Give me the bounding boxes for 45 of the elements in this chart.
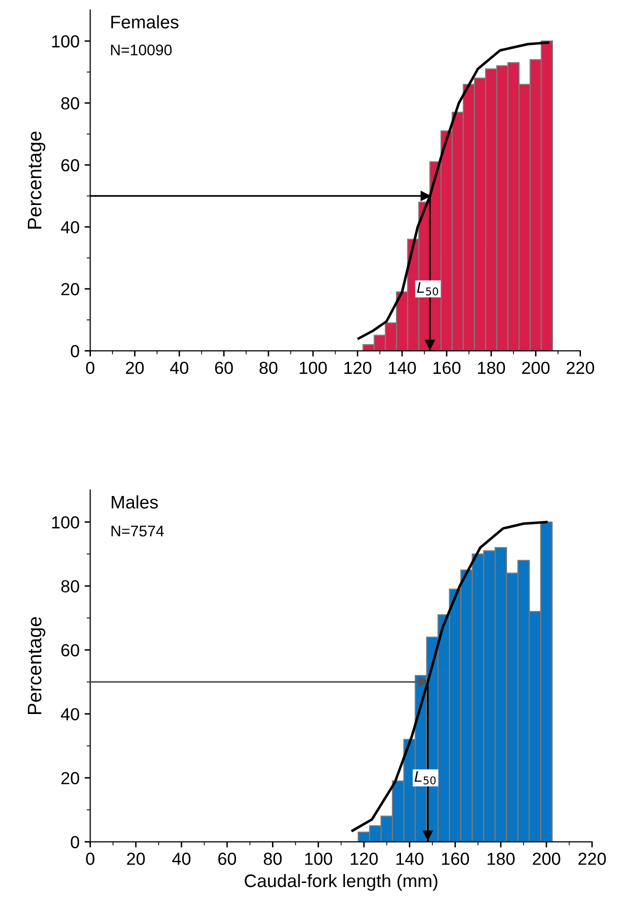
x-tick-label: 220 — [578, 852, 606, 865]
x-tick-label: 200 — [522, 362, 550, 374]
x-tick-label: 40 — [172, 852, 190, 865]
x-tick-label: 80 — [260, 362, 278, 374]
y-tick-label: 20 — [61, 283, 80, 296]
annotation: L$_{50}$ — [414, 771, 436, 784]
text: N=7574 — [112, 526, 164, 536]
x-tick-label: 160 — [442, 852, 469, 865]
chart-title: Females — [111, 15, 178, 28]
x-tick-label: 0 — [86, 362, 94, 374]
x-tick-label: 120 — [344, 362, 372, 374]
x-tick-label: 140 — [396, 852, 424, 865]
x-tick-label: 60 — [215, 362, 233, 374]
x-tick-label: 80 — [264, 852, 282, 865]
y-tick-label: 20 — [61, 772, 80, 784]
x-axis-title: Caudal-fork length (mm) — [244, 874, 438, 891]
x-tick-label: 100 — [305, 852, 332, 865]
x-tick-label: 60 — [218, 852, 236, 865]
y-axis-title: Percentage — [28, 617, 46, 714]
y-tick-label: 60 — [61, 644, 80, 656]
x-tick-label: 20 — [126, 362, 144, 374]
x-tick-label: 180 — [478, 362, 506, 374]
x-tick-label: 0 — [86, 852, 94, 865]
chart-title: Males — [112, 495, 158, 509]
x-tick-label: 40 — [170, 362, 188, 374]
x-tick-label: 100 — [300, 362, 327, 374]
y-tick-label: 40 — [60, 708, 80, 720]
y-axis-title: Percentage — [28, 132, 46, 229]
text: N=10090 — [111, 44, 172, 56]
x-tick-label: 220 — [566, 362, 594, 374]
y-tick-label: 80 — [61, 97, 80, 110]
y-tick-label: 0 — [70, 836, 80, 848]
y-tick-label: 80 — [61, 580, 80, 592]
x-tick-label: 160 — [433, 362, 460, 374]
x-tick-label: 180 — [488, 852, 515, 865]
y-tick-label: 0 — [70, 344, 80, 358]
y-tick-label: 100 — [52, 516, 80, 528]
y-tick-label: 40 — [60, 221, 80, 234]
annotation: L$_{50}$ — [417, 282, 438, 296]
y-tick-label: 100 — [52, 35, 80, 48]
x-tick-label: 20 — [127, 852, 145, 865]
x-tick-label: 200 — [532, 852, 560, 865]
y-tick-label: 60 — [61, 159, 80, 172]
x-tick-label: 120 — [350, 852, 378, 865]
x-tick-label: 140 — [388, 362, 416, 374]
